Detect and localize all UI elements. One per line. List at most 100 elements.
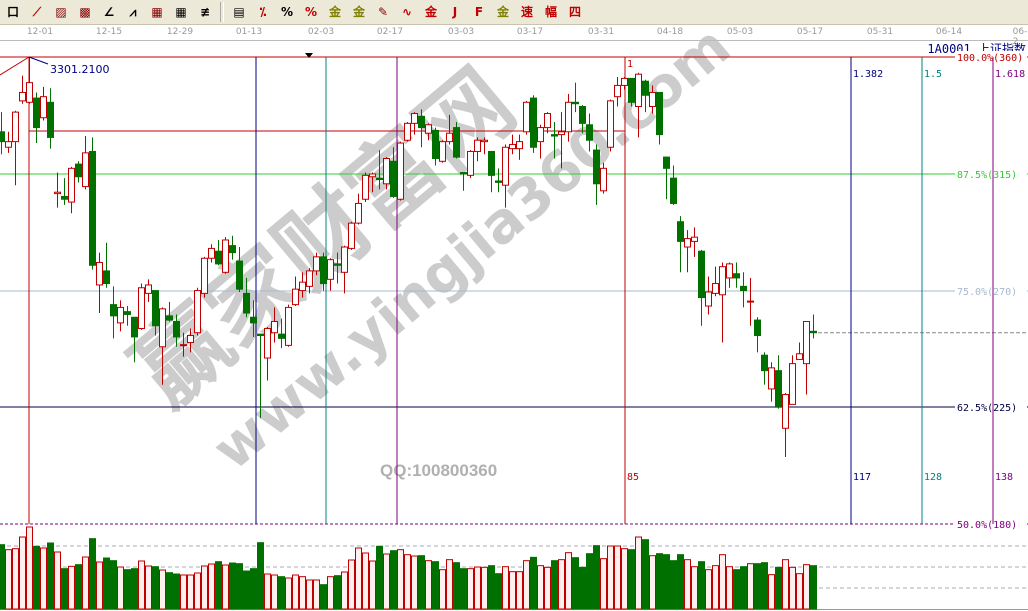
- amplitude-lines-tool-icon[interactable]: 幅: [544, 5, 557, 19]
- volume-bar: [432, 561, 439, 610]
- volume-bar: [82, 556, 89, 610]
- gann-fan-tool-icon[interactable]: ⟋: [32, 5, 42, 19]
- instrument-name: 上证指数: [977, 42, 1026, 56]
- candle-body: [530, 97, 537, 148]
- gold-lines-tool-icon[interactable]: 金: [352, 5, 365, 19]
- volume-bar: [96, 561, 103, 610]
- candle-body: [460, 172, 467, 175]
- pivot-marker-label: 1: [627, 59, 633, 70]
- candle-body: [96, 261, 103, 286]
- parallel-lines-tool-icon[interactable]: ≢: [199, 5, 211, 19]
- volume-bar: [159, 569, 166, 610]
- candle-body: [138, 287, 145, 330]
- candle-body: [208, 247, 215, 259]
- candle-body: [775, 370, 782, 408]
- date-axis-label: 03-17: [516, 27, 544, 37]
- candle-body: [642, 80, 649, 96]
- arrow-pen-tool-icon[interactable]: ✎: [377, 5, 389, 19]
- gold-circle-tool-icon[interactable]: 金: [328, 5, 341, 19]
- rectangle-tool-icon[interactable]: 口: [6, 5, 19, 19]
- volume-bar: [509, 571, 516, 610]
- quarter-lines-tool-icon[interactable]: 四: [568, 5, 581, 19]
- volume-bar: [607, 545, 614, 610]
- candle-body: [194, 290, 201, 334]
- gold-fan-tool-icon[interactable]: 金: [496, 5, 509, 19]
- volume-bar: [229, 562, 236, 610]
- candle-body: [432, 129, 439, 159]
- volume-bar: [635, 536, 642, 610]
- volume-bar: [180, 574, 187, 610]
- candle-body: [362, 174, 369, 200]
- volume-bar: [12, 548, 19, 610]
- candle-body: [271, 320, 278, 334]
- gold-ratio-tool-icon[interactable]: 金: [424, 5, 437, 19]
- grid-alt-tool-icon[interactable]: ▦: [175, 5, 187, 19]
- volume-bar: [292, 574, 299, 610]
- fib-level-label: 87.5%(315): [957, 170, 1017, 181]
- volume-bar: [355, 547, 362, 610]
- candle-body: [61, 195, 68, 200]
- candle-body: [264, 328, 271, 359]
- volume-bar: [474, 566, 481, 610]
- candle-body: [187, 335, 194, 344]
- volume-bar: [684, 559, 691, 610]
- candle-body: [348, 222, 355, 249]
- fib-level-label: 62.5%(225): [957, 403, 1017, 414]
- speed-lines-tool-icon[interactable]: 速: [520, 5, 533, 19]
- volume-bar: [600, 558, 607, 610]
- gann-box-tool-icon[interactable]: ▨: [55, 5, 67, 19]
- candle-body: [439, 141, 446, 162]
- candle-body: [488, 150, 495, 176]
- percent-lines-tool-icon[interactable]: %: [304, 5, 318, 19]
- volume-bar: [789, 566, 796, 610]
- date-axis: 12-01 12-15 12-29 01-13 02-03 02-17 03-03 03-17…: [0, 25, 1028, 47]
- volume-bar: [271, 574, 278, 610]
- volume-bar: [236, 563, 243, 610]
- volume-bar: [40, 547, 47, 610]
- candle-body: [614, 84, 621, 98]
- candle-body: [600, 167, 607, 192]
- cycle-wave-tool-icon[interactable]: ∿: [401, 5, 413, 19]
- volume-bar: [495, 573, 502, 610]
- percent-tool-icon[interactable]: %: [280, 5, 294, 19]
- volume-bar: [460, 568, 467, 610]
- candle-body: [593, 149, 600, 185]
- candle-body: [509, 143, 516, 150]
- gann-square-tool-icon[interactable]: ▩: [79, 5, 91, 19]
- volume-bar: [628, 549, 635, 610]
- fib-time-ratio: 1.5: [924, 69, 942, 80]
- volume-bar: [194, 572, 201, 610]
- drawing-toolbar: 口 ⟋ ▨ ▩ ∠ ⩘ ▦ ▦ ≢ ▤ ⁒%% 金金 ✎ ∿ 金 J F 金速幅四: [0, 0, 1028, 25]
- angle-line-tool-icon[interactable]: ∠: [103, 5, 115, 19]
- volume-bar: [803, 564, 810, 610]
- grid-tool-icon[interactable]: ▦: [151, 5, 163, 19]
- volume-bar: [775, 566, 782, 610]
- candle-body: [803, 320, 810, 365]
- pivot-count-label: 85: [627, 472, 639, 483]
- volume-bar: [558, 559, 565, 610]
- volume-bar: [719, 554, 726, 610]
- zigzag-tool-icon[interactable]: ⩘: [129, 5, 137, 19]
- volume-bar: [390, 550, 397, 610]
- candle-body: [19, 91, 26, 102]
- volume-bar: [782, 559, 789, 610]
- fib-time-count: 128: [924, 472, 942, 483]
- candle-body: [712, 283, 719, 294]
- candle-body: [285, 306, 292, 346]
- candle-body: [425, 124, 432, 134]
- fib-time-ratio: 1.382: [853, 69, 883, 80]
- percent-line-tool-icon[interactable]: ⁒: [259, 5, 267, 19]
- columns-tool-icon[interactable]: ▤: [233, 5, 245, 19]
- volume-bar: [0, 544, 5, 610]
- volume-bar: [488, 565, 495, 610]
- candle-body: [341, 246, 348, 273]
- volume-bar: [705, 569, 712, 610]
- date-axis-label: 02-03: [307, 27, 335, 37]
- candle-body: [152, 290, 159, 327]
- f-lines-tool-icon[interactable]: F: [474, 5, 484, 19]
- candle-body: [495, 180, 502, 183]
- date-axis-label: 12-15: [95, 27, 123, 37]
- j-lines-tool-icon[interactable]: J: [452, 5, 458, 19]
- volume-bar: [215, 561, 222, 610]
